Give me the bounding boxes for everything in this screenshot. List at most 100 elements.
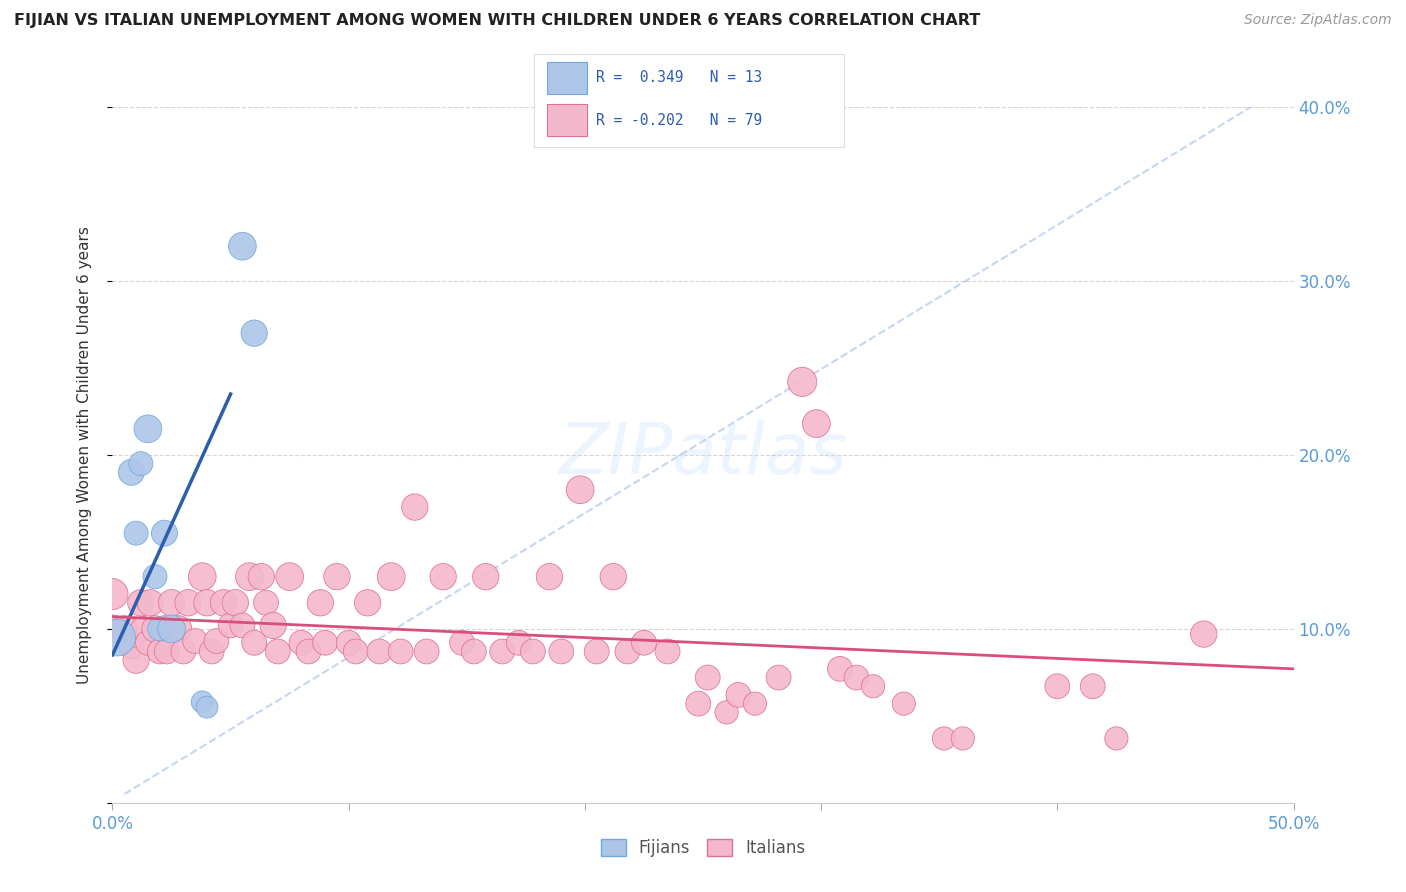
- Point: [309, 596, 332, 610]
- Point: [463, 644, 485, 658]
- Point: [262, 618, 284, 632]
- Point: [167, 622, 190, 636]
- Point: [828, 662, 851, 676]
- Point: [129, 457, 152, 471]
- Point: [657, 644, 679, 658]
- Point: [368, 644, 391, 658]
- Point: [191, 570, 214, 584]
- Point: [491, 644, 513, 658]
- Point: [451, 636, 474, 650]
- Point: [356, 596, 378, 610]
- Point: [1105, 731, 1128, 746]
- Point: [231, 239, 253, 253]
- Point: [101, 587, 124, 601]
- Point: [224, 596, 246, 610]
- Point: [326, 570, 349, 584]
- Point: [125, 526, 148, 541]
- Point: [1046, 679, 1069, 693]
- Point: [792, 375, 814, 389]
- Point: [893, 697, 915, 711]
- Point: [195, 596, 218, 610]
- Point: [184, 634, 207, 648]
- Point: [290, 636, 312, 650]
- Point: [132, 622, 155, 636]
- Point: [238, 570, 260, 584]
- Point: [101, 622, 124, 636]
- Point: [380, 570, 402, 584]
- Point: [862, 679, 884, 693]
- Point: [404, 500, 426, 514]
- Point: [716, 706, 738, 720]
- Point: [845, 671, 868, 685]
- Point: [201, 644, 224, 658]
- Point: [172, 644, 194, 658]
- Point: [250, 570, 273, 584]
- Point: [112, 622, 135, 636]
- Point: [243, 636, 266, 650]
- Point: [212, 596, 235, 610]
- Point: [160, 622, 183, 636]
- Point: [243, 326, 266, 340]
- Point: [932, 731, 955, 746]
- Point: [136, 422, 159, 436]
- Point: [153, 622, 176, 636]
- FancyBboxPatch shape: [547, 104, 586, 136]
- Point: [153, 526, 176, 541]
- Point: [149, 644, 172, 658]
- Point: [522, 644, 544, 658]
- Point: [1081, 679, 1104, 693]
- Point: [254, 596, 277, 610]
- Point: [602, 570, 624, 584]
- FancyBboxPatch shape: [547, 62, 586, 94]
- Point: [314, 636, 336, 650]
- Point: [156, 644, 179, 658]
- Point: [696, 671, 718, 685]
- Point: [297, 644, 319, 658]
- Point: [143, 622, 166, 636]
- Point: [143, 570, 166, 584]
- Text: ZIPatlas: ZIPatlas: [558, 420, 848, 490]
- Point: [105, 631, 128, 645]
- Point: [267, 644, 290, 658]
- Point: [585, 644, 607, 658]
- Point: [337, 636, 360, 650]
- Point: [538, 570, 561, 584]
- Point: [474, 570, 496, 584]
- Point: [616, 644, 638, 658]
- Text: Source: ZipAtlas.com: Source: ZipAtlas.com: [1244, 13, 1392, 28]
- Point: [389, 644, 412, 658]
- Point: [120, 466, 142, 480]
- Point: [768, 671, 790, 685]
- Point: [195, 700, 218, 714]
- Y-axis label: Unemployment Among Women with Children Under 6 years: Unemployment Among Women with Children U…: [77, 226, 91, 684]
- Text: R = -0.202   N = 79: R = -0.202 N = 79: [596, 112, 762, 128]
- Point: [160, 596, 183, 610]
- Point: [688, 697, 710, 711]
- Point: [633, 636, 655, 650]
- Point: [177, 596, 200, 610]
- Point: [744, 697, 766, 711]
- Point: [125, 653, 148, 667]
- Point: [806, 417, 828, 431]
- Point: [1192, 627, 1215, 641]
- Point: [278, 570, 301, 584]
- Text: FIJIAN VS ITALIAN UNEMPLOYMENT AMONG WOMEN WITH CHILDREN UNDER 6 YEARS CORRELATI: FIJIAN VS ITALIAN UNEMPLOYMENT AMONG WOM…: [14, 13, 980, 29]
- Point: [219, 618, 242, 632]
- Point: [231, 618, 253, 632]
- Point: [129, 596, 152, 610]
- Point: [727, 688, 749, 702]
- Text: R =  0.349   N = 13: R = 0.349 N = 13: [596, 70, 762, 86]
- Point: [508, 636, 530, 650]
- Point: [191, 695, 214, 709]
- Point: [139, 596, 162, 610]
- Point: [205, 634, 228, 648]
- Point: [120, 639, 142, 653]
- Point: [569, 483, 592, 497]
- Legend: Fijians, Italians: Fijians, Italians: [593, 832, 813, 864]
- Point: [550, 644, 572, 658]
- Point: [136, 636, 159, 650]
- Point: [149, 622, 172, 636]
- Point: [415, 644, 437, 658]
- Point: [432, 570, 454, 584]
- Point: [344, 644, 367, 658]
